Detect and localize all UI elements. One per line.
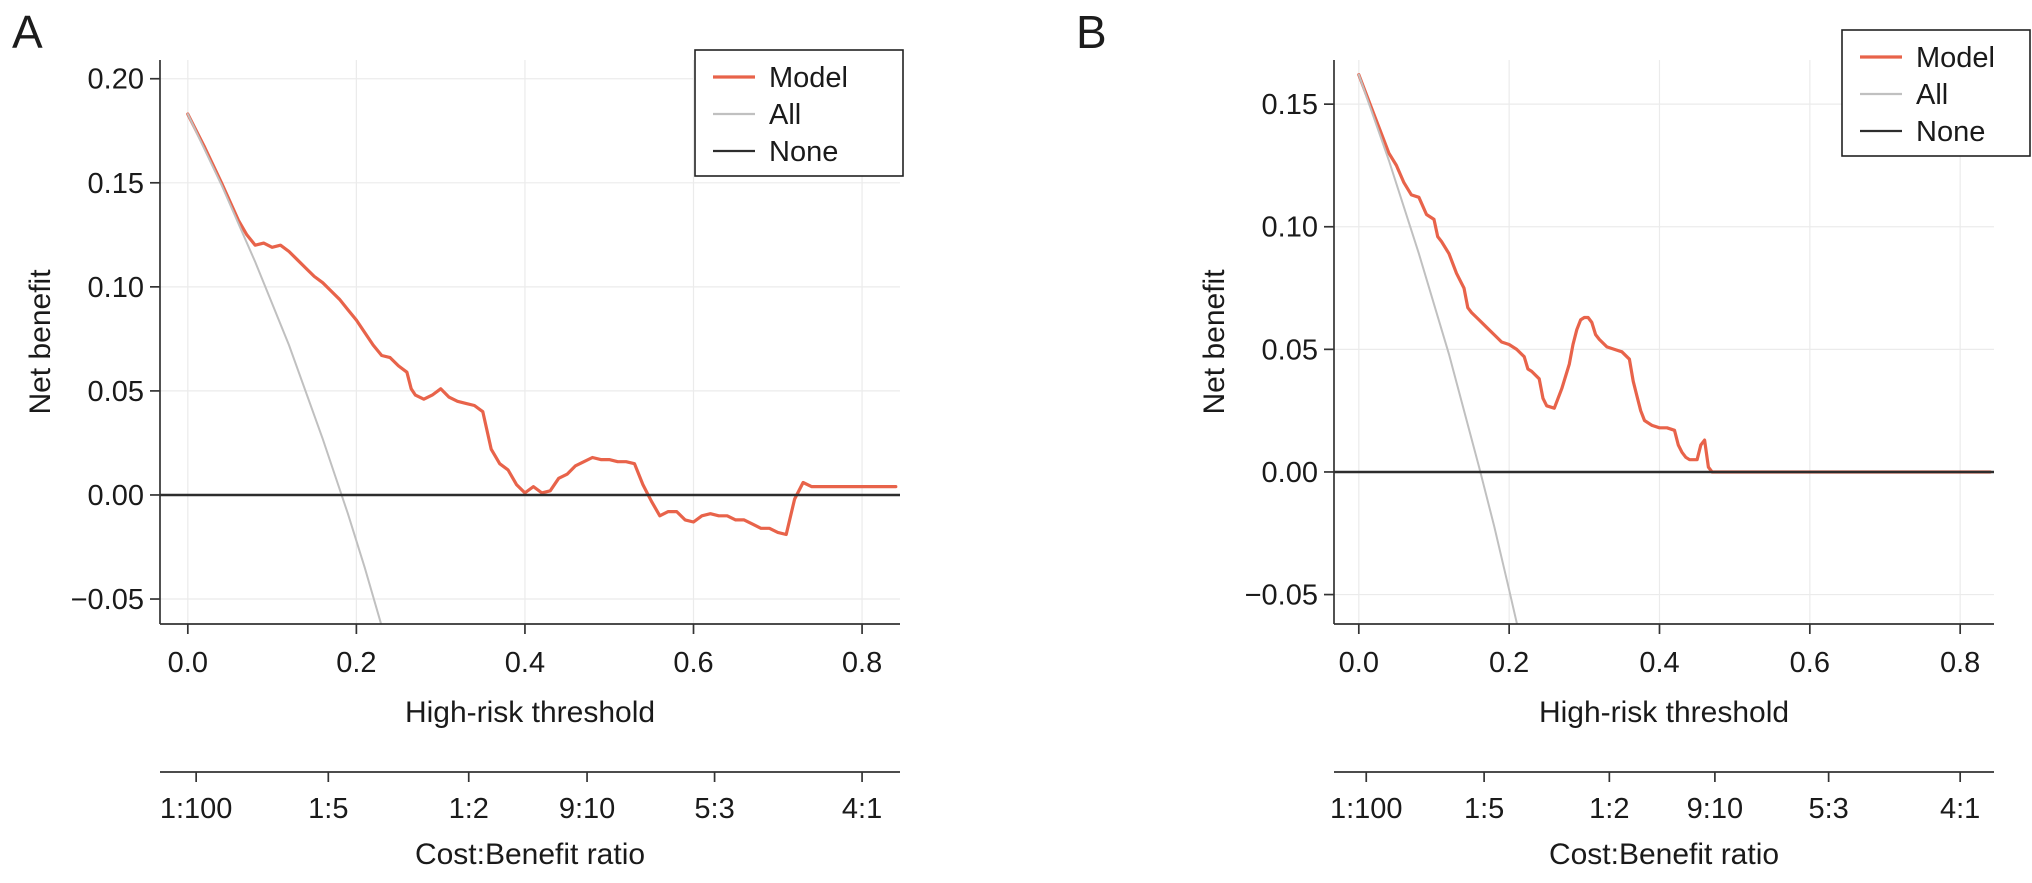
- panel-b: −0.05 0.00 0.05 0.10 0.15 0.0 0.2 0.4 0.6 0.8 High…: [1016, 0, 2032, 883]
- legend-all-label: All: [769, 99, 801, 131]
- legend-all-label: All: [1916, 79, 1948, 111]
- y-tick-label: −0.05: [1245, 580, 1318, 612]
- y-tick-label: 0.05: [1262, 334, 1318, 366]
- cost-axis-tick-label: 1:2: [1589, 793, 1629, 825]
- y-tick-label: 0.00: [1262, 457, 1318, 489]
- y-tick-label: 0.00: [88, 480, 144, 512]
- cost-axis-tick-label: 9:10: [559, 793, 615, 825]
- x-tick-label: 0.2: [1489, 647, 1529, 679]
- cost-axis-tick-label: 9:10: [1687, 793, 1743, 825]
- y-axis-title: Net benefit: [1198, 269, 1231, 415]
- cost-axis-tick-label: 5:3: [694, 793, 734, 825]
- legend-none-label: None: [769, 136, 838, 168]
- cost-axis-tick-label: 4:1: [842, 793, 882, 825]
- model-curve: [186, 112, 898, 537]
- all-curve: [1357, 73, 1519, 624]
- x-tick-label: 0.8: [1940, 647, 1980, 679]
- plot-series-group: [1334, 73, 1994, 624]
- all-curve: [186, 113, 383, 624]
- panel-label: A: [12, 6, 43, 58]
- x-axis-title: High-risk threshold: [1539, 696, 1789, 729]
- cost-axis-tick-label: 1:5: [1464, 793, 1504, 825]
- model-curve: [1357, 73, 1992, 474]
- chart-panel-a: −0.05 0.00 0.05 0.10 0.15 0.20 0.0 0.2 0.4 0.6 0.8…: [12, 6, 904, 871]
- y-tick-label: 0.15: [88, 168, 144, 200]
- cost-axis-title: Cost:Benefit ratio: [1549, 838, 1779, 871]
- cost-axis-title: Cost:Benefit ratio: [415, 838, 645, 871]
- y-tick-label: 0.10: [1262, 212, 1318, 244]
- y-tick-label: 0.05: [88, 376, 144, 408]
- x-tick-label: 0.6: [1790, 647, 1830, 679]
- legend-none-label: None: [1916, 116, 1985, 148]
- x-axis-title: High-risk threshold: [405, 696, 655, 729]
- plot-series-group: [160, 112, 900, 624]
- cost-axis-tick-label: 4:1: [1940, 793, 1980, 825]
- x-tick-label: 0.0: [1339, 647, 1379, 679]
- x-tick-label: 0.4: [1639, 647, 1679, 679]
- y-tick-label: 0.15: [1262, 89, 1318, 121]
- chart-panel-b: −0.05 0.00 0.05 0.10 0.15 0.0 0.2 0.4 0.6 0.8 High…: [1076, 6, 2031, 871]
- y-tick-label: −0.05: [71, 584, 144, 616]
- y-tick-label: 0.10: [88, 272, 144, 304]
- panel-a: −0.05 0.00 0.05 0.10 0.15 0.20 0.0 0.2 0.4 0.6 0.8…: [12, 6, 904, 871]
- cost-axis-tick-label: 1:100: [160, 793, 233, 825]
- legend-model-label: Model: [1916, 42, 1995, 74]
- y-axis-title: Net benefit: [24, 269, 57, 415]
- cost-axis-tick-label: 1:2: [449, 793, 489, 825]
- y-tick-label: 0.20: [88, 64, 144, 96]
- x-tick-label: 0.0: [168, 647, 208, 679]
- cost-axis-tick-label: 1:5: [308, 793, 348, 825]
- panel-label: B: [1076, 6, 1107, 58]
- cost-axis-tick-label: 1:100: [1330, 793, 1403, 825]
- cost-axis-tick-label: 5:3: [1808, 793, 1848, 825]
- legend-model-label: Model: [769, 62, 848, 94]
- x-tick-label: 0.2: [336, 647, 376, 679]
- x-tick-label: 0.8: [842, 647, 882, 679]
- x-tick-label: 0.6: [673, 647, 713, 679]
- x-tick-label: 0.4: [505, 647, 545, 679]
